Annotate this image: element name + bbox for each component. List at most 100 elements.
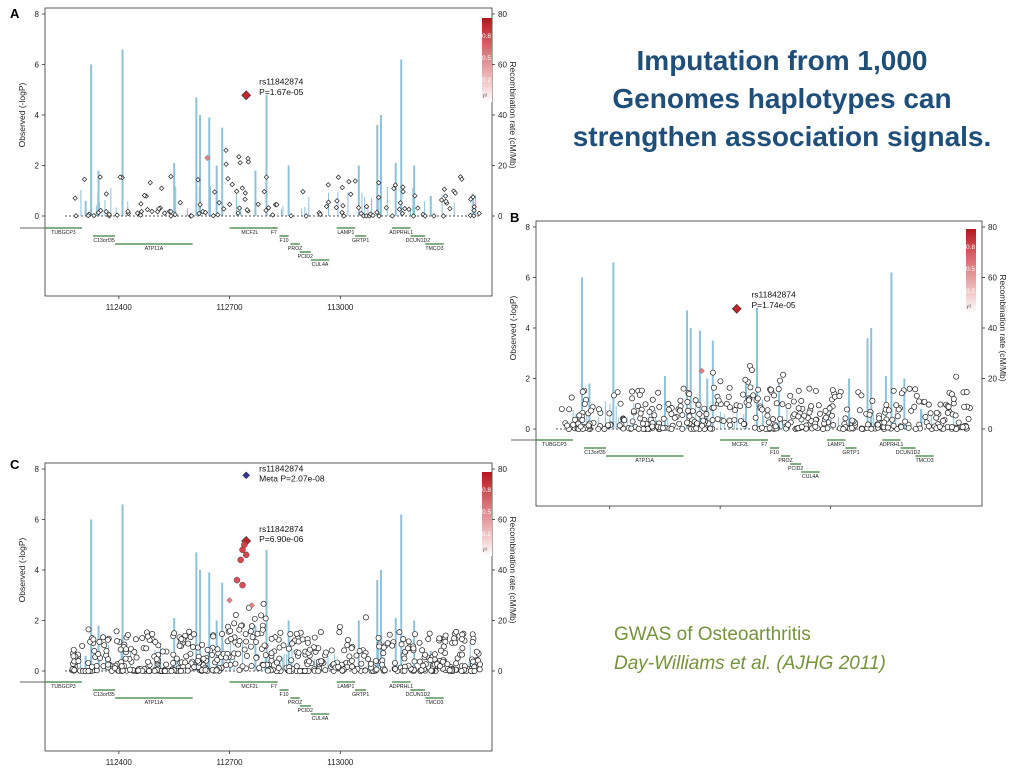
- gene-label: PCID2: [788, 466, 803, 472]
- snp-point: [173, 655, 180, 662]
- gene-label: MCF2L: [241, 230, 258, 236]
- gene-label: TUBGCP3: [542, 442, 567, 448]
- snp-point: [188, 213, 195, 219]
- snp-point: [437, 663, 443, 670]
- snp-point: [401, 667, 408, 674]
- snp-point: [937, 401, 944, 408]
- snp-point: [858, 425, 865, 432]
- snp-point: [300, 188, 306, 195]
- snp-point: [233, 188, 240, 195]
- snp-point: [90, 636, 97, 643]
- snp-point: [91, 212, 97, 219]
- ld-snp-point: [237, 556, 244, 564]
- snp-point: [215, 212, 221, 218]
- snp-point: [168, 173, 174, 180]
- snp-point: [335, 663, 342, 670]
- snp-point: [885, 407, 892, 414]
- snp-point: [156, 206, 162, 212]
- snp-point: [227, 635, 234, 642]
- snp-point: [170, 651, 177, 658]
- lead-snp-point: [731, 303, 742, 314]
- snp-point: [634, 403, 641, 409]
- snp-point: [629, 395, 636, 402]
- snp-point: [346, 179, 352, 185]
- snp-point: [798, 423, 805, 430]
- snp-point: [806, 409, 813, 416]
- snp-point: [908, 407, 915, 414]
- snp-point: [317, 629, 324, 636]
- snp-point: [933, 414, 940, 421]
- snp-point: [138, 201, 144, 207]
- slide-title: Imputation from 1,000 Genomes haplotypes…: [540, 42, 1024, 156]
- snp-point: [122, 655, 129, 662]
- snp-point: [963, 389, 970, 395]
- snp-point: [874, 421, 881, 428]
- snp-point: [185, 640, 192, 647]
- y2-tick-label: 80: [498, 465, 507, 474]
- snp-point: [222, 654, 229, 661]
- snp-point: [210, 633, 217, 640]
- snp-point: [680, 385, 687, 392]
- caption-study: GWAS of Osteoarthritis: [614, 624, 811, 645]
- snp-point: [379, 661, 386, 668]
- snp-point: [114, 638, 120, 645]
- snp-point: [356, 648, 363, 655]
- snp-point: [183, 653, 190, 660]
- snp-point: [581, 401, 588, 407]
- snp-point: [911, 403, 918, 410]
- y-tick-label: 6: [35, 61, 40, 70]
- snp-point: [694, 420, 700, 427]
- snp-point: [334, 198, 340, 204]
- snp-point: [709, 369, 716, 376]
- snp-point: [422, 651, 429, 658]
- snp-point: [725, 393, 732, 400]
- y2-tick-label: 40: [498, 566, 507, 575]
- y-tick-label: 2: [526, 375, 531, 384]
- snp-point: [890, 387, 897, 394]
- snp-point: [764, 407, 771, 414]
- snp-point: [710, 404, 717, 411]
- snp-point: [145, 658, 152, 665]
- snp-point: [755, 386, 762, 393]
- snp-point: [322, 667, 329, 674]
- y2-tick-label: 0: [988, 425, 993, 434]
- snp-point: [660, 415, 667, 422]
- snp-point: [105, 656, 112, 663]
- snp-point: [696, 411, 703, 417]
- snp-point: [714, 416, 721, 422]
- snp-point: [306, 658, 313, 665]
- snp-point: [740, 421, 747, 427]
- snp-point: [458, 636, 465, 642]
- snp-point: [428, 667, 435, 674]
- snp-point: [848, 425, 855, 432]
- snp-point: [829, 412, 835, 419]
- snp-point: [260, 662, 267, 669]
- snp-point: [190, 631, 197, 638]
- snp-point: [340, 203, 346, 209]
- snp-point: [199, 641, 206, 648]
- snp-point: [375, 194, 382, 201]
- snp-point: [161, 210, 168, 216]
- snp-point: [251, 615, 258, 622]
- snp-point: [731, 416, 738, 423]
- snp-point: [370, 212, 376, 219]
- snp-point: [263, 207, 269, 214]
- x-tick-label: 112400: [106, 758, 133, 767]
- snp-annotation: P=1.74e-05: [751, 300, 795, 310]
- snp-point: [894, 413, 901, 420]
- snp-point: [204, 646, 211, 653]
- snp-point: [572, 416, 579, 423]
- snp-point: [81, 176, 88, 183]
- gene-label: DCUN1D2: [896, 450, 921, 456]
- snp-point: [249, 634, 256, 641]
- snp-point: [795, 387, 802, 394]
- snp-point: [177, 199, 183, 206]
- snp-point: [178, 636, 185, 643]
- snp-point: [772, 423, 779, 430]
- snp-point: [144, 206, 151, 213]
- snp-point: [376, 643, 383, 650]
- y-tick-label: 4: [35, 111, 40, 120]
- snp-point: [227, 627, 234, 634]
- snp-point: [875, 415, 882, 422]
- snp-point: [750, 392, 757, 399]
